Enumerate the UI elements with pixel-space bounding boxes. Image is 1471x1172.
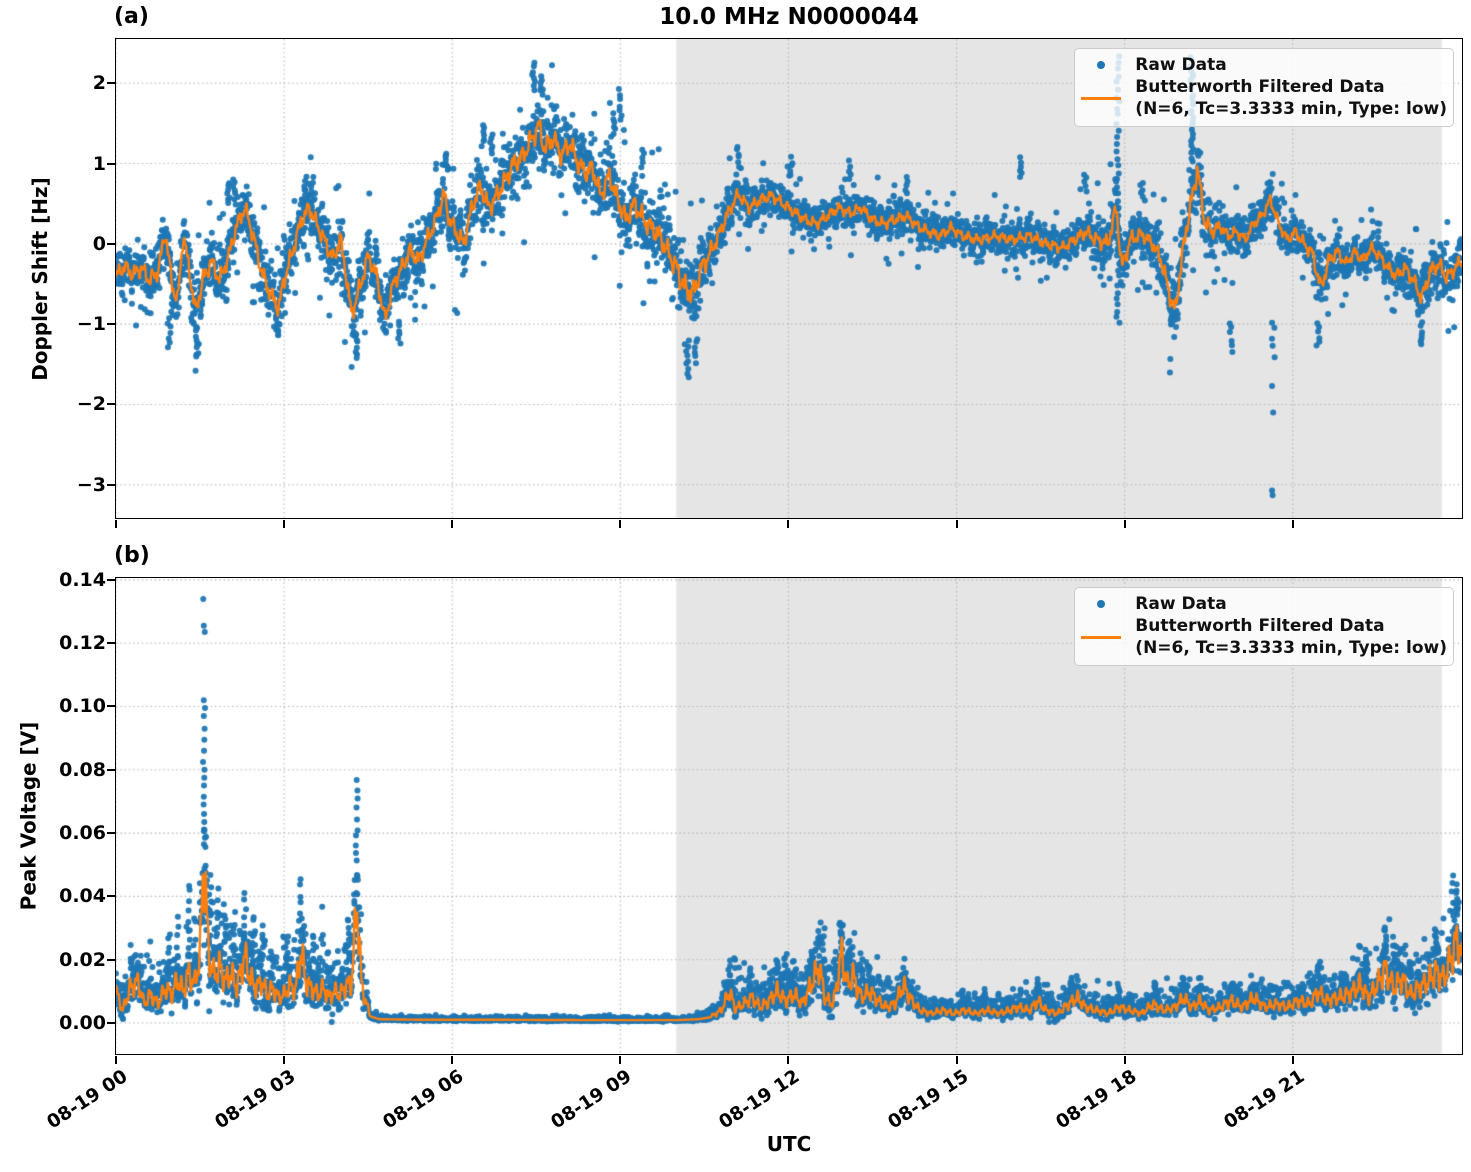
y-tick-mark (107, 705, 115, 708)
x-tick-label: 08-19 09 (547, 1066, 636, 1134)
panel-b-voltage: (b) Peak Voltage [V] Raw Data Butterwort… (16, 543, 1463, 1133)
x-tick-mark (619, 1056, 622, 1064)
y-tick-label: 0.10 (59, 695, 106, 718)
y-tick-label: 0.12 (59, 632, 106, 655)
panel-a-legend: Raw Data Butterworth Filtered Data (N=6,… (1074, 48, 1454, 127)
x-tick-label: 08-19 06 (379, 1066, 468, 1134)
x-tick-mark (115, 1056, 117, 1064)
legend-filtered-label: Butterworth Filtered Data (N=6, Tc=3.333… (1135, 77, 1447, 119)
x-tick-mark (787, 1056, 790, 1064)
y-tick-label: 0.14 (59, 568, 106, 591)
figure-title: 10.0 MHz N0000044 (659, 4, 919, 30)
y-tick-label: 0.00 (59, 1011, 106, 1034)
y-tick-mark (107, 832, 115, 835)
x-tick-mark (451, 520, 454, 528)
filtered-line-icon (1081, 96, 1122, 100)
legend-filtered-row: Butterworth Filtered Data (N=6, Tc=3.333… (1081, 615, 1447, 659)
x-tick-mark (955, 1056, 958, 1064)
y-tick-mark (107, 895, 115, 898)
panel-a-tag: (a) (114, 4, 149, 29)
legend-raw-label: Raw Data (1135, 594, 1227, 614)
x-tick-mark (1123, 520, 1126, 528)
y-tick-label: 0 (92, 232, 106, 255)
x-tick-label: 08-19 21 (1220, 1066, 1309, 1134)
x-tick-mark (619, 520, 622, 528)
x-tick-mark (1291, 1056, 1294, 1064)
x-tick-label: 08-19 12 (715, 1066, 804, 1134)
raw-data-marker-icon (1081, 600, 1121, 608)
x-tick-mark (283, 520, 286, 528)
y-tick-label: −2 (76, 393, 106, 416)
legend-raw-row: Raw Data (1081, 54, 1447, 76)
x-tick-mark (955, 520, 958, 528)
y-tick-label: −1 (76, 313, 106, 336)
y-tick-mark (107, 162, 115, 165)
x-tick-mark (1123, 1056, 1126, 1064)
y-tick-label: 0.04 (59, 885, 106, 908)
filtered-line-icon (1081, 635, 1122, 639)
x-tick-label: 08-19 18 (1052, 1066, 1141, 1134)
y-tick-mark (107, 578, 115, 581)
y-tick-label: 2 (92, 72, 106, 95)
x-tick-mark (283, 1056, 286, 1064)
raw-data-marker-icon (1081, 61, 1121, 69)
x-axis-label: UTC (766, 1132, 812, 1156)
panel-a-doppler: (a) Doppler Shift [Hz] Raw Data Butterwo… (28, 4, 1463, 528)
y-tick-label: 1 (92, 152, 106, 175)
y-tick-label: 0.06 (59, 822, 106, 845)
x-tick-mark (1291, 520, 1294, 528)
y-tick-mark (107, 82, 115, 85)
y-tick-mark (107, 958, 115, 961)
legend-raw-row: Raw Data (1081, 593, 1447, 615)
x-tick-label: 08-19 15 (883, 1066, 972, 1134)
x-tick-mark (787, 520, 790, 528)
y-tick-mark (107, 242, 115, 245)
legend-filtered-label: Butterworth Filtered Data (N=6, Tc=3.333… (1135, 616, 1447, 658)
y-tick-mark (107, 403, 115, 406)
y-tick-mark (107, 323, 115, 326)
x-tick-label: 08-19 00 (43, 1066, 132, 1134)
y-tick-label: 0.02 (59, 948, 106, 971)
y-tick-label: 0.08 (59, 758, 106, 781)
panel-b-legend: Raw Data Butterworth Filtered Data (N=6,… (1074, 587, 1454, 666)
x-tick-mark (115, 520, 117, 528)
legend-raw-label: Raw Data (1135, 55, 1227, 75)
y-tick-mark (107, 1021, 115, 1024)
panel-a-ylabel: Doppler Shift [Hz] (28, 176, 53, 381)
y-tick-mark (107, 768, 115, 771)
x-tick-label: 08-19 03 (211, 1066, 300, 1134)
y-tick-label: −3 (76, 473, 106, 496)
y-tick-mark (107, 483, 115, 486)
x-tick-mark (451, 1056, 454, 1064)
panel-b-tag: (b) (114, 543, 150, 568)
legend-filtered-row: Butterworth Filtered Data (N=6, Tc=3.333… (1081, 76, 1447, 120)
y-tick-mark (107, 642, 115, 645)
